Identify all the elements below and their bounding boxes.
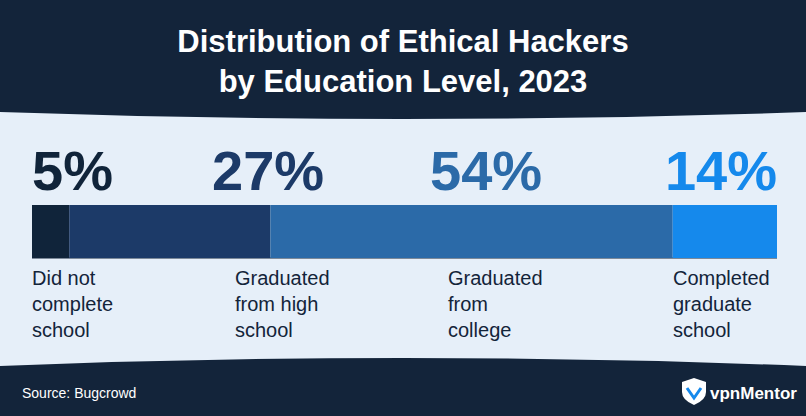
category-label: Graduated from high school — [235, 267, 330, 341]
category-label-line: Did not — [32, 267, 96, 289]
category-label-line: Completed — [673, 267, 770, 289]
bar-segment — [673, 205, 777, 258]
bar-segment — [32, 205, 69, 258]
data-label: 27% — [212, 139, 324, 202]
data-label: 54% — [430, 139, 542, 202]
category-label-line: Graduated — [235, 267, 330, 289]
category-label-line: graduate — [673, 293, 752, 315]
category-label-line: school — [32, 319, 90, 341]
title-line: Distribution of Ethical Hackers — [177, 24, 628, 59]
bar-segment — [270, 205, 672, 258]
brand-check — [687, 388, 701, 398]
brand-logo: vpnMentor — [682, 378, 797, 405]
category-label-line: from high — [235, 293, 318, 315]
category-label: Graduated from college — [448, 267, 543, 341]
bar-segment — [69, 205, 270, 258]
category-label-line: from — [448, 293, 488, 315]
brand-text: vpnMentor — [710, 384, 797, 403]
data-label: 5% — [32, 139, 113, 202]
data-label: 14% — [665, 139, 777, 202]
footer-band — [0, 358, 806, 416]
chart-svg: Distribution of Ethical Hackers by Educat… — [0, 0, 806, 416]
category-label-line: college — [448, 319, 511, 341]
source: Source: Bugcrowd — [22, 385, 136, 401]
title: Distribution of Ethical Hackers by Educat… — [177, 24, 628, 99]
header-band — [0, 0, 806, 119]
category-label: Completed graduate school — [673, 267, 770, 341]
background — [0, 0, 806, 416]
category-label: Did not complete school — [32, 267, 113, 341]
brand-shield — [682, 378, 706, 405]
category-label-line: school — [235, 319, 293, 341]
category-label-line: school — [673, 319, 731, 341]
bars — [32, 205, 777, 258]
category-label-line: complete — [32, 293, 113, 315]
title-line: by Education Level, 2023 — [219, 64, 588, 99]
chart-container: Distribution of Ethical Hackers by Educat… — [0, 0, 806, 416]
category-label-line: Graduated — [448, 267, 543, 289]
